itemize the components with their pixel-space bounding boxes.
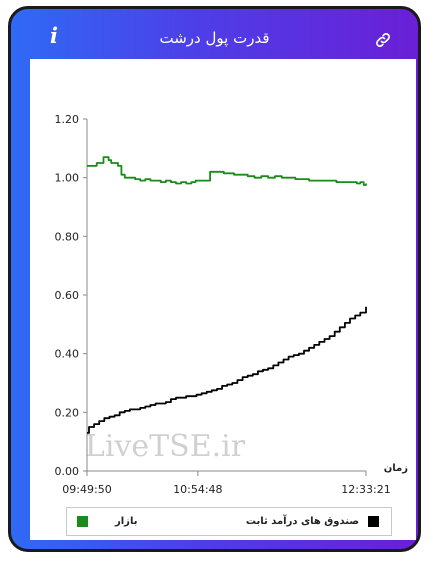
legend-swatch-market (77, 516, 88, 527)
legend-item-market[interactable]: بازار (75, 515, 138, 529)
y-tick-label: 0.80 (55, 230, 80, 243)
watermark: LiveTSE.ir (85, 429, 246, 464)
y-tick-label: 0.40 (55, 348, 80, 361)
card-title: قدرت پول درشت (159, 29, 270, 47)
legend: صندوق های درآمد ثابت بازار (66, 507, 392, 536)
y-tick-label: 0.60 (55, 289, 80, 302)
card-header: i قدرت پول درشت (11, 9, 418, 55)
legend-label-market: بازار (115, 516, 138, 527)
x-axis-label: زمان (384, 463, 408, 474)
y-tick-label: 0.20 (55, 406, 80, 419)
legend-swatch-fixed-income (368, 516, 379, 527)
series-line-fixed-income (87, 306, 367, 434)
y-tick-label: 1.00 (55, 172, 80, 185)
legend-item-fixed-income[interactable]: صندوق های درآمد ثابت (241, 515, 381, 529)
x-tick-label: 10:54:48 (173, 483, 222, 496)
line-chart: LiveTSE.ir 0.00 0.20 0.40 0.60 0.80 1.00 1.20 0… (55, 113, 409, 496)
chart-card: i قدرت پول درشت LiveTSE.ir 0.00 0.20 0.40 0… (8, 6, 421, 552)
link-icon[interactable] (374, 31, 392, 49)
info-icon[interactable]: i (50, 23, 58, 48)
x-tick-label: 09:49:50 (62, 483, 111, 496)
legend-label-fixed-income: صندوق های درآمد ثابت (245, 516, 359, 527)
y-tick-label: 1.20 (55, 113, 80, 126)
x-tick-label: 12:33:21 (341, 483, 390, 496)
series-line-market (87, 156, 367, 186)
plot-area: LiveTSE.ir 0.00 0.20 0.40 0.60 0.80 1.00 1.20 0… (30, 59, 416, 540)
y-tick-label: 0.00 (55, 465, 80, 478)
